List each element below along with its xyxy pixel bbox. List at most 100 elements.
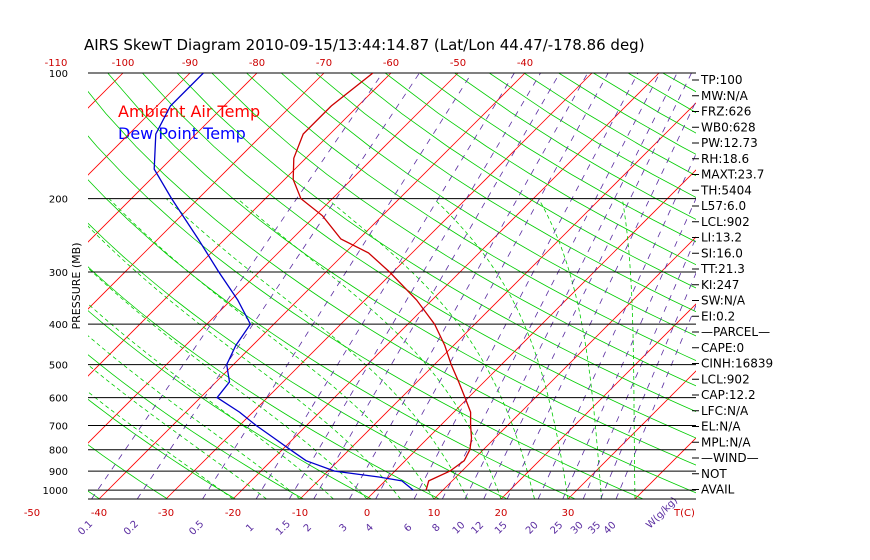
mixing-ratio-line [464, 73, 678, 499]
isotherm-line [88, 73, 325, 310]
bottom-temperature-tick-label: -50 [24, 508, 40, 519]
stability-index-value: EI:0.2 [701, 309, 735, 323]
mixing-ratio-line [349, 73, 589, 499]
mixing-ratio-tick-label: 40 [602, 520, 619, 537]
dry-adiabat-line [419, 73, 696, 243]
stability-index-value: —PARCEL— [701, 325, 770, 339]
mixing-ratio-line [562, 197, 696, 499]
dry-adiabat-line [88, 179, 576, 499]
moist-adiabat-line [326, 198, 535, 499]
dry-adiabat-line [280, 73, 696, 337]
top-temperature-ticks: -120-110-100-90-80-70-60-50-40 [0, 58, 533, 69]
moist-adiabat-line [88, 267, 368, 499]
isotherm-line [299, 102, 696, 499]
stability-index-value: RH:18.6 [701, 152, 749, 166]
moist-adiabat-line [165, 198, 468, 499]
top-temperature-tick-label: -70 [316, 58, 332, 69]
mixing-ratio-tick-label: 1.5 [274, 519, 293, 538]
dry-adiabat-line [88, 398, 236, 499]
stability-index-value: KI:247 [701, 278, 739, 292]
top-temperature-tick-label: -110 [45, 58, 68, 69]
dry-adiabat-line [107, 73, 696, 466]
stability-index-value: CINH:16839 [701, 357, 773, 371]
chart-title: AIRS SkewT Diagram 2010-09-15/13:44:14.8… [84, 36, 645, 54]
moist-adiabat-line [88, 391, 234, 499]
isotherm-line [88, 73, 124, 109]
moist-adiabat-line [433, 198, 569, 499]
isotherm-line [500, 303, 696, 499]
dry-adiabat-line [350, 73, 696, 289]
stability-index-value: MW:N/A [701, 89, 749, 103]
stability-index-value: —WIND— [701, 451, 759, 465]
bottom-temperature-ticks: -50 -40 -30 -20 -10 0 10 20 30 [24, 508, 575, 519]
x-axis-unit-label: T(C) [673, 508, 695, 519]
bottom-temperature-tick-label: 0 [364, 508, 370, 519]
legend-entry-ambient-air-temp: Ambient Air Temp [118, 102, 260, 121]
top-temperature-tick-label: -40 [517, 58, 533, 69]
mixing-ratio-tick-label: 1 [244, 522, 256, 534]
stability-index-value: EL:N/A [701, 420, 741, 434]
mixing-ratio-tick-label: 3 [337, 522, 349, 534]
mixing-ratio-line [313, 73, 561, 499]
mixing-ratio-tick-label: 6 [402, 522, 414, 534]
moist-adiabat-line [538, 198, 602, 499]
y-axis-label: PRESSURE (MB) [70, 243, 83, 330]
stability-index-value: SI:16.0 [701, 246, 743, 260]
dry-adiabat-line [88, 310, 372, 499]
bottom-temperature-tick-label: 10 [428, 508, 441, 519]
mixing-ratio-line [91, 73, 383, 499]
isotherm-line [769, 73, 870, 499]
stability-index-value: CAPE:0 [701, 341, 744, 355]
mixing-ratio-tick-label: 15 [493, 520, 510, 537]
stability-index-value: TT:21.3 [700, 262, 745, 276]
mixing-ratio-tick-label: 12 [470, 520, 487, 537]
pressure-tick-label: 500 [49, 361, 68, 372]
dry-adiabat-line [88, 490, 100, 499]
mixing-ratio-tick-label: 8 [430, 522, 442, 534]
isotherm-line [366, 169, 696, 499]
dry-adiabat-line [802, 73, 870, 499]
top-temperature-tick-label: -50 [450, 58, 466, 69]
isotherm-line [433, 236, 696, 499]
stability-index-value: WB0:628 [701, 120, 756, 134]
pressure-tick-label: 900 [49, 467, 68, 478]
stability-index-value: TH:5404 [700, 183, 752, 197]
mixing-ratio-tick-label: 25 [549, 520, 566, 537]
mixing-ratio-tick-label: 0.5 [187, 519, 206, 538]
moist-adiabat-line [88, 335, 301, 499]
pressure-tick-label: 800 [49, 446, 68, 457]
mixing-ratio-tick-label: 2 [302, 522, 314, 534]
dry-adiabat-line [836, 73, 870, 499]
stability-index-value: FRZ:626 [701, 105, 751, 119]
stability-index-value: LFC:N/A [701, 404, 749, 418]
pressure-tick-label: 100 [49, 69, 68, 80]
mixing-ratio-line [413, 73, 639, 499]
moist-adiabat-line [108, 198, 435, 499]
isotherm-line [88, 73, 459, 444]
mixing-ratio-tick-label: 10 [451, 520, 468, 537]
dry-adiabat-line [211, 73, 696, 387]
mixing-ratio-tick-label: 0.1 [76, 519, 95, 538]
dry-adiabat-line [88, 266, 440, 499]
stability-index-value: L57:6.0 [701, 199, 746, 213]
stability-index-value: TP:100 [700, 73, 743, 87]
dry-adiabat-line [662, 73, 696, 93]
mixing-ratio-tick-label: 30 [569, 520, 586, 537]
moist-adiabat-line [237, 198, 502, 499]
bottom-temperature-tick-label: 30 [562, 508, 575, 519]
dry-adiabat-line [176, 73, 696, 413]
mixing-ratio-line [600, 272, 696, 499]
top-temperature-tick-label: -80 [249, 58, 265, 69]
mixing-ratio-tick-label: 35 [587, 520, 604, 537]
bottom-temperature-tick-label: -20 [225, 508, 241, 519]
dry-adiabat-line [246, 73, 696, 362]
mixing-ratio-line [582, 236, 696, 499]
legend-entry-dew-point-temp: Dew Point Temp [118, 124, 246, 143]
top-temperature-tick-label: -100 [112, 58, 135, 69]
ambient-air-temp-line [292, 73, 473, 491]
pressure-tick-label: 600 [49, 394, 68, 405]
mixing-ratio-line [288, 73, 541, 499]
legend: Ambient Air Temp Dew Point Temp [118, 102, 260, 143]
